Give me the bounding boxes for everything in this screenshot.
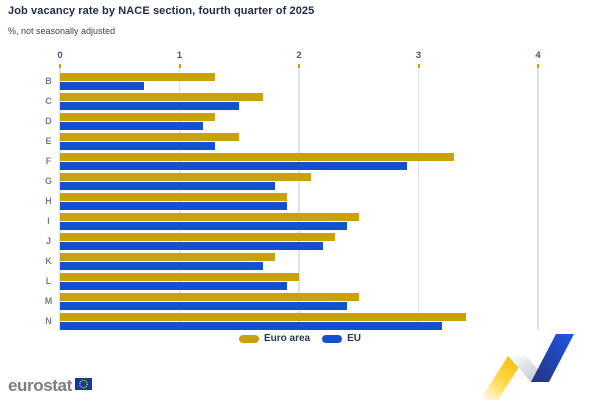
eurostat-logo-text: eurostat bbox=[8, 376, 72, 395]
bar-F-euro-area bbox=[60, 153, 455, 161]
bar-K-eu bbox=[60, 262, 264, 270]
category-label-C: C bbox=[45, 96, 52, 106]
ribbon-graphic bbox=[480, 334, 574, 400]
category-label-J: J bbox=[45, 236, 51, 246]
bar-H-euro-area bbox=[60, 193, 288, 201]
bar-C-euro-area bbox=[60, 93, 264, 101]
category-label-N: N bbox=[45, 316, 52, 326]
gridline-2 bbox=[298, 68, 300, 330]
tick-mark-4 bbox=[537, 64, 539, 68]
tick-mark-3 bbox=[417, 64, 420, 68]
category-label-M: M bbox=[44, 296, 53, 306]
category-label-F: F bbox=[45, 156, 52, 166]
bar-N-eu bbox=[60, 322, 443, 330]
x-tick-label: 3 bbox=[415, 50, 422, 61]
bar-M-euro-area bbox=[60, 293, 359, 301]
bar-J-euro-area bbox=[60, 233, 335, 241]
category-label-H: H bbox=[45, 196, 52, 206]
chart-subtitle: %, not seasonally adjusted bbox=[8, 26, 116, 36]
x-tick-label: 0 bbox=[57, 50, 63, 61]
ribbon-yellow-segment bbox=[480, 356, 526, 400]
legend: Euro area EU bbox=[0, 333, 600, 344]
legend-label: EU bbox=[347, 333, 362, 344]
bar-D-eu bbox=[60, 122, 204, 130]
category-label-I: I bbox=[47, 216, 50, 226]
bar-I-eu bbox=[60, 222, 347, 230]
x-tick-label: 4 bbox=[535, 50, 541, 61]
category-label-L: L bbox=[45, 276, 52, 286]
bar-E-eu bbox=[60, 142, 216, 150]
x-tick-label: 1 bbox=[176, 50, 183, 61]
ribbon-blue-segment bbox=[531, 334, 574, 382]
category-label-D: D bbox=[45, 116, 52, 126]
category-label-B: B bbox=[45, 76, 52, 86]
bar-C-eu bbox=[60, 102, 240, 110]
chart-title: Job vacancy rate by NACE section, fourth… bbox=[8, 5, 315, 17]
legend-label: Euro area bbox=[263, 333, 311, 344]
gridline-3 bbox=[417, 68, 420, 330]
bar-K-euro-area bbox=[60, 253, 276, 261]
bar-I-euro-area bbox=[60, 213, 359, 221]
bar-B-eu bbox=[60, 82, 144, 90]
bar-M-eu bbox=[60, 302, 347, 310]
bar-F-eu bbox=[60, 162, 407, 170]
tick-mark-1 bbox=[178, 64, 181, 68]
bar-H-eu bbox=[60, 202, 288, 210]
category-label-G: G bbox=[44, 176, 52, 186]
bar-B-euro-area bbox=[60, 73, 216, 81]
gridline-4 bbox=[537, 68, 539, 330]
bar-L-euro-area bbox=[60, 273, 299, 281]
bar-G-eu bbox=[60, 182, 276, 190]
legend-swatch bbox=[238, 334, 259, 343]
bar-E-euro-area bbox=[60, 133, 240, 141]
bar-D-euro-area bbox=[60, 113, 216, 121]
tick-mark-2 bbox=[298, 64, 300, 68]
legend-item-eu: EU bbox=[322, 333, 361, 344]
x-tick-label: 2 bbox=[296, 50, 302, 61]
legend-swatch bbox=[322, 334, 343, 343]
bar-N-euro-area bbox=[60, 313, 467, 321]
eurostat-logo: eurostat bbox=[8, 376, 92, 396]
category-label-E: E bbox=[45, 136, 52, 146]
bar-L-eu bbox=[60, 282, 288, 290]
legend-item-euro-area: Euro area bbox=[238, 333, 311, 344]
eu-flag-icon bbox=[74, 377, 92, 395]
category-label-K: K bbox=[45, 256, 52, 266]
bar-G-euro-area bbox=[60, 173, 311, 181]
tick-mark-0 bbox=[59, 64, 61, 68]
bar-J-eu bbox=[60, 242, 323, 250]
